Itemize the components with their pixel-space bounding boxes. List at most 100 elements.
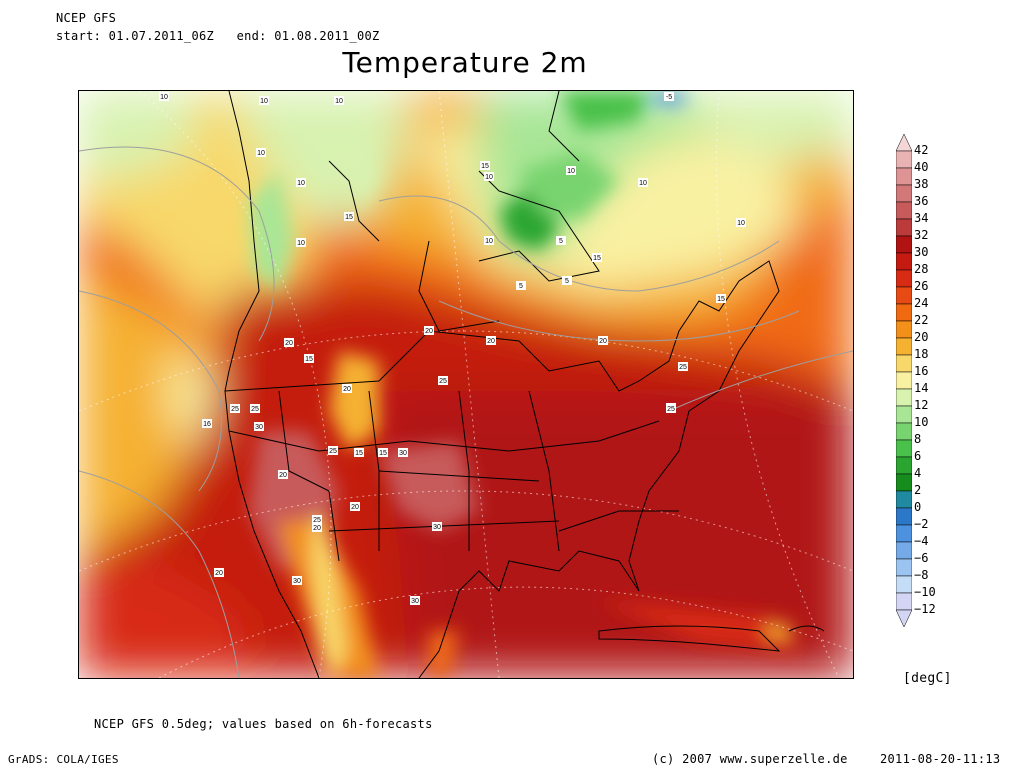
legend-tick-label: −6 bbox=[914, 551, 929, 565]
contour-label: 15 bbox=[355, 450, 363, 457]
software-credit: GrADS: COLA/IGES bbox=[8, 753, 119, 766]
contour-label: 10 bbox=[297, 240, 305, 247]
contour-label: 30 bbox=[399, 450, 407, 457]
contour-label: 5 bbox=[565, 278, 569, 285]
contour-label: -5 bbox=[666, 94, 672, 101]
legend-swatch bbox=[895, 541, 913, 560]
legend-tick-label: 4 bbox=[914, 466, 922, 480]
legend-swatch bbox=[895, 456, 913, 475]
page-title: Temperature 2m bbox=[342, 46, 588, 79]
legend-swatch bbox=[895, 371, 913, 390]
temperature-detail bbox=[249, 91, 799, 678]
contour-label: 15 bbox=[345, 214, 353, 221]
contour-label: 30 bbox=[293, 578, 301, 585]
legend-tick-label: 36 bbox=[914, 194, 929, 208]
legend-swatch bbox=[895, 337, 913, 356]
model-name: NCEP GFS bbox=[56, 11, 117, 25]
legend-swatch bbox=[895, 303, 913, 322]
contour-label: 10 bbox=[297, 180, 305, 187]
contour-label: 20 bbox=[487, 338, 495, 345]
contour-label: 25 bbox=[329, 448, 337, 455]
legend-cap-top bbox=[895, 133, 913, 152]
legend-tick-label: 2 bbox=[914, 483, 922, 497]
legend-swatch bbox=[895, 184, 913, 203]
legend-tick-label: 10 bbox=[914, 415, 929, 429]
contour-label: 15 bbox=[593, 255, 601, 262]
contour-label: 10 bbox=[260, 98, 268, 105]
legend-tick-label: −12 bbox=[914, 602, 936, 616]
legend-swatch bbox=[895, 524, 913, 543]
legend-swatch bbox=[895, 388, 913, 407]
legend-swatch bbox=[895, 201, 913, 220]
contour-label: 5 bbox=[519, 283, 523, 290]
legend-tick-label: 24 bbox=[914, 296, 929, 310]
legend-swatch bbox=[895, 252, 913, 271]
legend-swatch bbox=[895, 269, 913, 288]
contour-label: 10 bbox=[335, 98, 343, 105]
coastlines-borders bbox=[224, 91, 825, 678]
contour-label: 10 bbox=[485, 238, 493, 245]
legend-tick-label: −8 bbox=[914, 568, 929, 582]
contour-label: 25 bbox=[439, 378, 447, 385]
legend-tick-label: 12 bbox=[914, 398, 929, 412]
legend-tick-label: 32 bbox=[914, 228, 929, 242]
legend-cap-bottom bbox=[895, 609, 913, 628]
temperature-map: 10 10 10 10 10 10 10 -5 5 10 5 10 15 15 … bbox=[78, 90, 854, 679]
legend-swatch bbox=[895, 235, 913, 254]
contour-label: 20 bbox=[599, 338, 607, 345]
forecast-period: start: 01.07.2011_06Z end: 01.08.2011_00… bbox=[56, 29, 380, 43]
legend-tick-label: −2 bbox=[914, 517, 929, 531]
legend-swatch bbox=[895, 422, 913, 441]
contour-label: 25 bbox=[251, 406, 259, 413]
copyright: (c) 2007 www.superzelle.de bbox=[652, 752, 848, 766]
legend-swatch bbox=[895, 167, 913, 186]
legend-unit: [degC] bbox=[903, 671, 952, 686]
contour-label: 25 bbox=[313, 517, 321, 524]
legend-tick-label: 30 bbox=[914, 245, 929, 259]
legend-swatch bbox=[895, 439, 913, 458]
legend-swatch bbox=[895, 575, 913, 594]
legend-tick-label: 16 bbox=[914, 364, 929, 378]
footnote: NCEP GFS 0.5deg; values based on 6h-fore… bbox=[94, 717, 433, 731]
legend-swatch bbox=[895, 592, 913, 611]
contour-label: 16 bbox=[203, 421, 211, 428]
contour-label: 20 bbox=[279, 472, 287, 479]
contour-label: 15 bbox=[305, 356, 313, 363]
legend-swatch bbox=[895, 218, 913, 237]
contour-label: 20 bbox=[313, 525, 321, 532]
contour-label: 20 bbox=[285, 340, 293, 347]
legend-swatch bbox=[895, 405, 913, 424]
color-legend bbox=[895, 133, 913, 634]
legend-swatch bbox=[895, 354, 913, 373]
contour-label: 25 bbox=[679, 364, 687, 371]
contour-label: 20 bbox=[425, 328, 433, 335]
contour-label: 30 bbox=[433, 524, 441, 531]
contour-label: 20 bbox=[343, 386, 351, 393]
legend-swatch bbox=[895, 473, 913, 492]
legend-swatch bbox=[895, 490, 913, 509]
contour-label: 10 bbox=[160, 94, 168, 101]
legend-tick-label: 42 bbox=[914, 143, 929, 157]
legend-swatch bbox=[895, 320, 913, 339]
legend-tick-label: 14 bbox=[914, 381, 929, 395]
legend-tick-label: 26 bbox=[914, 279, 929, 293]
legend-tick-label: 22 bbox=[914, 313, 929, 327]
legend-tick-label: 28 bbox=[914, 262, 929, 276]
contour-label: 20 bbox=[215, 570, 223, 577]
legend-tick-label: 0 bbox=[914, 500, 922, 514]
contour-label: 25 bbox=[667, 406, 675, 413]
contour-label: 25 bbox=[231, 406, 239, 413]
legend-swatch bbox=[895, 150, 913, 169]
legend-tick-label: 6 bbox=[914, 449, 922, 463]
contour-label: 20 bbox=[351, 504, 359, 511]
contour-label: 10 bbox=[567, 168, 575, 175]
legend-tick-label: 40 bbox=[914, 160, 929, 174]
contour-label: 30 bbox=[411, 598, 419, 605]
contour-labels: 10 10 10 10 10 10 10 -5 5 10 5 10 15 15 … bbox=[159, 92, 746, 605]
legend-tick-label: 8 bbox=[914, 432, 922, 446]
contour-label: 10 bbox=[737, 220, 745, 227]
contour-label: 5 bbox=[559, 238, 563, 245]
contour-label: 10 bbox=[257, 150, 265, 157]
legend-swatch bbox=[895, 507, 913, 526]
contour-label: 10 bbox=[639, 180, 647, 187]
